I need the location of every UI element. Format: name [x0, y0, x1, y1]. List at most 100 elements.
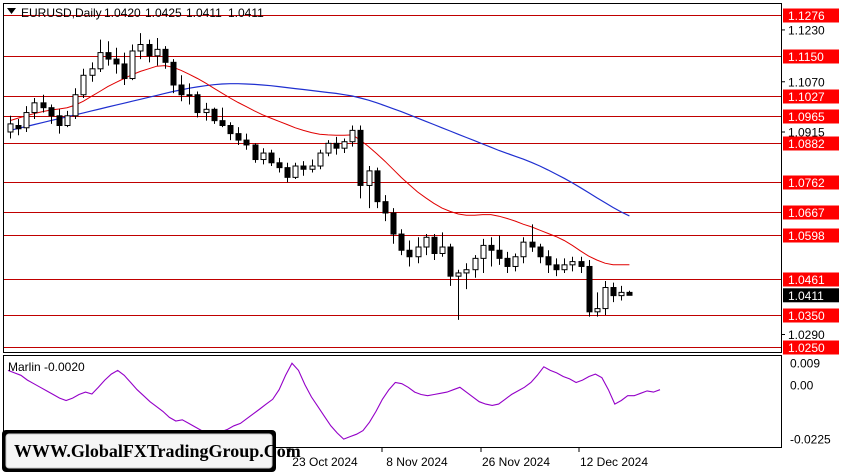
candle-bear [194, 94, 201, 114]
watermark-text: WWW.GlobalFXTradingGroup.Com [14, 441, 301, 461]
candle-bear [537, 246, 544, 258]
level-tag-label: 1.0250 [788, 341, 825, 355]
ma-fast-line [9, 65, 630, 266]
level-tag-label: 1.1027 [788, 90, 825, 104]
level-tag-label: 1.0965 [788, 110, 825, 124]
candle-bear [15, 125, 22, 130]
low-value: 1.0411 [186, 6, 222, 20]
level-tag-label: 1.0461 [788, 273, 825, 287]
candle-bear [252, 144, 259, 161]
chart-header: EURUSD,Daily 1.0420 1.0425 1.0411 1.0411 [7, 6, 264, 20]
candle-bull [317, 152, 324, 167]
candle-bull [415, 246, 422, 258]
candle-bear [398, 233, 405, 251]
time-tick-label: 23 Oct 2024 [292, 455, 358, 469]
level-tag-label: 1.0350 [788, 309, 825, 323]
level-tag-label: 1.0762 [788, 176, 825, 190]
candle-bear [211, 108, 218, 122]
candle-bear [113, 58, 120, 65]
candle-bear [390, 212, 397, 235]
candle-bear [553, 264, 560, 271]
indicator-axis: 0.009 0.00 -0.0225 [790, 357, 831, 447]
level-tag [783, 8, 839, 23]
candle-bull [366, 170, 373, 186]
level-tag [783, 109, 839, 124]
candle-bear [374, 170, 381, 203]
candle-bear [48, 107, 55, 117]
candle-bull [341, 141, 348, 149]
symbol-label: EURUSD,Daily [21, 6, 102, 20]
candles [7, 33, 633, 320]
candle-bull [480, 244, 487, 259]
level-tag [783, 205, 839, 220]
candle-bull [292, 165, 299, 178]
candle-bear [162, 48, 169, 63]
indicator-tick-label: -0.0225 [790, 433, 831, 447]
level-tag-label: 1.0667 [788, 206, 825, 220]
candle-bear [610, 287, 617, 297]
candle-bull [72, 94, 79, 117]
candle-bear [268, 152, 275, 164]
candle-bull [512, 256, 519, 267]
candle-bull [423, 236, 430, 248]
candle-bull [186, 94, 193, 97]
candle-bear [121, 63, 128, 80]
indicator-pane [7, 362, 661, 440]
candle-bear [488, 244, 495, 251]
candle-bear [586, 265, 593, 313]
candle-bull [349, 129, 356, 143]
current-price-label: 1.0411 [788, 289, 824, 303]
candle-bear [357, 129, 364, 186]
level-tag [783, 308, 839, 323]
triangle-down-icon[interactable] [7, 8, 16, 14]
candle-bull [618, 291, 625, 297]
price-tick-label: 1.0915 [788, 125, 825, 139]
candle-bear [626, 291, 633, 296]
candle-bull [97, 52, 104, 70]
candle-bull [260, 152, 267, 161]
candle-bull [455, 272, 462, 277]
time-tick-label: 12 Dec 2024 [580, 455, 648, 469]
candle-bear [447, 246, 454, 277]
current-price-tag [783, 288, 839, 303]
candle-bear [504, 257, 511, 267]
time-axis: 23 Oct 2024 8 Nov 2024 26 Nov 2024 12 Dec 2… [289, 447, 648, 469]
level-tag [783, 340, 839, 355]
candle-bear [578, 261, 585, 267]
high-value: 1.0425 [145, 6, 182, 20]
candle-bear [333, 142, 340, 149]
candle-bear [170, 61, 177, 86]
candle-bear [40, 102, 47, 109]
open-value: 1.0420 [104, 6, 141, 20]
watermark-inner [5, 433, 273, 469]
candle-bull [154, 48, 161, 57]
candle-bear [382, 201, 389, 214]
candle-bull [203, 108, 210, 114]
candle-bull [439, 246, 446, 254]
candle-bear [276, 162, 283, 169]
candle-bull [520, 241, 527, 258]
marlin-line [7, 362, 661, 440]
price-tick-label: 1.0290 [788, 328, 825, 342]
watermark: WWW.GlobalFXTradingGroup.Com [2, 430, 301, 472]
candle-bear [235, 133, 242, 141]
candle-bear [243, 139, 250, 146]
ma-slow-line [9, 83, 630, 217]
candle-bear [146, 44, 153, 57]
price-pane-frame [3, 3, 782, 353]
indicator-label: Marlin -0.0020 [8, 360, 85, 374]
level-tag-label: 1.1276 [788, 9, 825, 23]
close-value: 1.0411 [228, 6, 264, 20]
candle-bull [31, 102, 38, 114]
level-tag [783, 228, 839, 243]
candle-bear [227, 125, 234, 135]
level-tag [783, 89, 839, 104]
candle-bull [463, 269, 470, 274]
level-tag [783, 136, 839, 151]
candle-bear [496, 249, 503, 259]
candle-bear [284, 167, 291, 178]
candle-bull [137, 44, 144, 52]
level-tag-label: 1.0598 [788, 229, 825, 243]
candle-bull [569, 261, 576, 266]
